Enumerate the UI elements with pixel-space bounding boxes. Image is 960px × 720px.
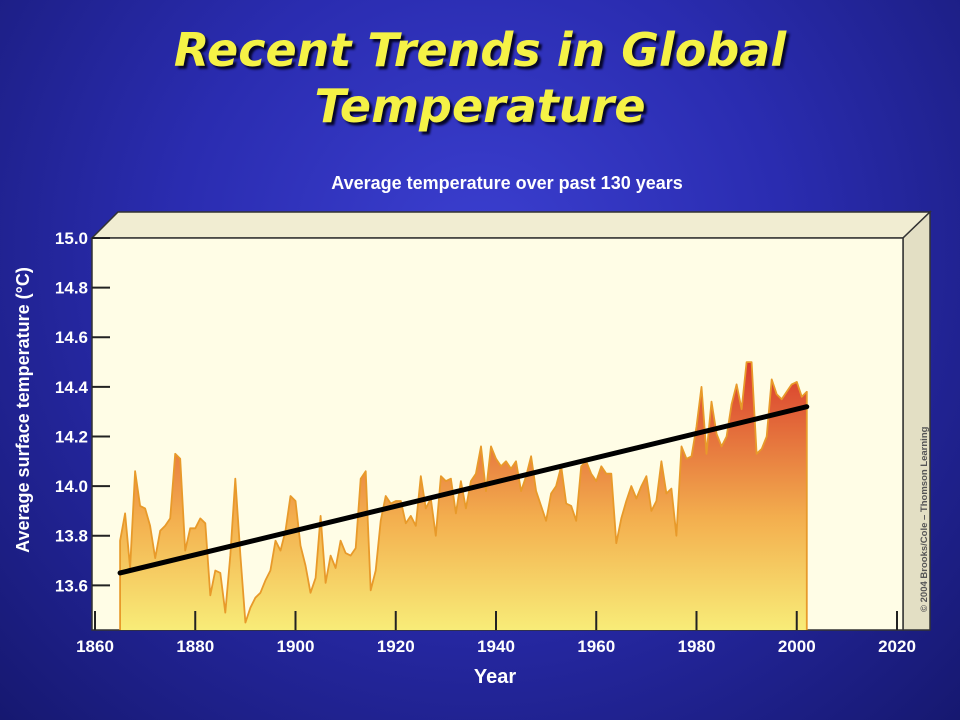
x-tick-label: 1900 xyxy=(277,637,315,656)
x-tick-label: 1920 xyxy=(377,637,415,656)
x-tick-label: 1940 xyxy=(477,637,515,656)
chart-title: Average temperature over past 130 years xyxy=(331,173,683,193)
plot-box-top xyxy=(90,211,932,239)
y-tick-label: 14.4 xyxy=(55,378,89,397)
slide-title: Recent Trends in Global Temperature xyxy=(173,23,787,133)
x-tick-label: 1880 xyxy=(176,637,214,656)
y-tick-label: 15.0 xyxy=(55,229,88,248)
y-tick-label: 13.8 xyxy=(55,527,88,546)
x-tick-label: 1860 xyxy=(76,637,114,656)
y-axis-title: Average surface temperature (°C) xyxy=(13,267,33,553)
x-tick-label: 1980 xyxy=(678,637,716,656)
y-tick-label: 14.8 xyxy=(55,279,88,298)
trend-line xyxy=(117,404,810,576)
x-tick-label: 1960 xyxy=(577,637,615,656)
x-tick-label: 2000 xyxy=(778,637,816,656)
y-tick-label: 14.2 xyxy=(55,427,88,446)
y-tick-label: 13.6 xyxy=(55,576,88,595)
x-tick-label: 2020 xyxy=(878,637,916,656)
y-tick-label: 14.6 xyxy=(55,328,88,347)
y-tick-label: 14.0 xyxy=(55,477,88,496)
axis-ticks xyxy=(92,237,898,630)
trend-group xyxy=(117,404,810,576)
x-axis-title: Year xyxy=(474,666,516,688)
copyright-note: © 2004 Brooks/Cole – Thomson Learning xyxy=(919,426,930,612)
axis-labels: 1860 1880 1900 1920 1940 1960 1980 2000 2020 13.6… xyxy=(55,229,916,656)
